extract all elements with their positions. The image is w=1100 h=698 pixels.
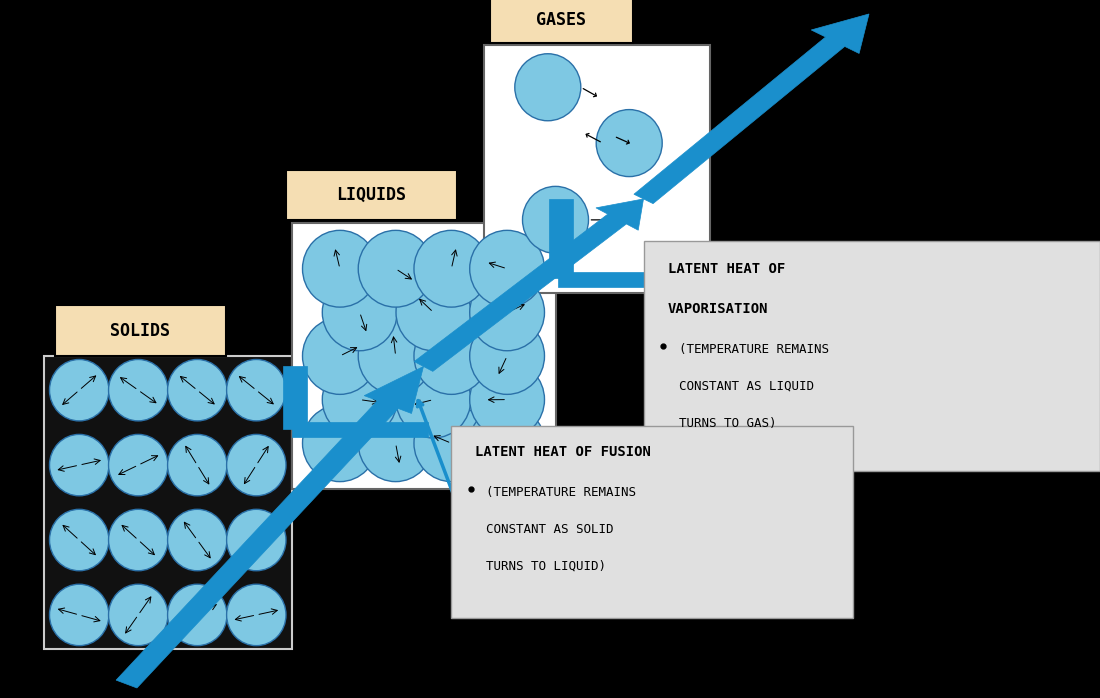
- Ellipse shape: [515, 54, 581, 121]
- Ellipse shape: [470, 405, 544, 482]
- Ellipse shape: [596, 110, 662, 177]
- FancyBboxPatch shape: [55, 305, 225, 356]
- Ellipse shape: [396, 362, 471, 438]
- Ellipse shape: [227, 359, 286, 421]
- Polygon shape: [415, 199, 644, 371]
- Ellipse shape: [414, 405, 488, 482]
- Ellipse shape: [50, 434, 109, 496]
- Ellipse shape: [50, 584, 109, 646]
- Polygon shape: [634, 14, 869, 204]
- Text: LATENT HEAT OF: LATENT HEAT OF: [668, 262, 785, 276]
- Text: CONSTANT AS LIQUID: CONSTANT AS LIQUID: [679, 380, 814, 393]
- Polygon shape: [283, 366, 307, 429]
- Text: VAPORISATION: VAPORISATION: [668, 302, 768, 316]
- Ellipse shape: [470, 274, 544, 350]
- Polygon shape: [549, 199, 573, 279]
- Text: LATENT HEAT OF FUSION: LATENT HEAT OF FUSION: [475, 445, 651, 459]
- Ellipse shape: [302, 318, 377, 394]
- Ellipse shape: [227, 510, 286, 571]
- Ellipse shape: [359, 405, 433, 482]
- FancyBboxPatch shape: [44, 356, 292, 649]
- Text: TURNS TO GAS): TURNS TO GAS): [679, 417, 777, 430]
- Text: SOLIDS: SOLIDS: [110, 322, 170, 339]
- Text: CONSTANT AS SOLID: CONSTANT AS SOLID: [486, 523, 614, 536]
- Ellipse shape: [414, 318, 488, 394]
- Polygon shape: [292, 422, 429, 437]
- Ellipse shape: [167, 584, 227, 646]
- Ellipse shape: [50, 510, 109, 571]
- Text: TURNS TO LIQUID): TURNS TO LIQUID): [486, 560, 606, 573]
- Ellipse shape: [227, 434, 286, 496]
- Ellipse shape: [302, 230, 377, 307]
- Ellipse shape: [470, 362, 544, 438]
- Text: (TEMPERATURE REMAINS: (TEMPERATURE REMAINS: [679, 343, 828, 356]
- Ellipse shape: [322, 274, 397, 350]
- FancyBboxPatch shape: [490, 0, 632, 43]
- Ellipse shape: [109, 510, 168, 571]
- Ellipse shape: [322, 362, 397, 438]
- Ellipse shape: [470, 230, 544, 307]
- Ellipse shape: [109, 359, 168, 421]
- Ellipse shape: [470, 318, 544, 394]
- Ellipse shape: [167, 434, 227, 496]
- Ellipse shape: [396, 274, 471, 350]
- Ellipse shape: [167, 510, 227, 571]
- Text: LIQUIDS: LIQUIDS: [337, 186, 406, 204]
- Text: GASES: GASES: [536, 11, 586, 29]
- Polygon shape: [117, 366, 424, 688]
- FancyBboxPatch shape: [644, 241, 1100, 471]
- Ellipse shape: [359, 230, 433, 307]
- FancyBboxPatch shape: [292, 223, 556, 489]
- Ellipse shape: [109, 434, 168, 496]
- FancyBboxPatch shape: [286, 170, 456, 220]
- Ellipse shape: [227, 584, 286, 646]
- Ellipse shape: [359, 318, 433, 394]
- Text: (TEMPERATURE REMAINS: (TEMPERATURE REMAINS: [486, 486, 636, 499]
- Ellipse shape: [522, 186, 588, 253]
- Ellipse shape: [50, 359, 109, 421]
- Ellipse shape: [414, 230, 488, 307]
- Ellipse shape: [109, 584, 168, 646]
- FancyBboxPatch shape: [484, 45, 710, 293]
- Ellipse shape: [302, 405, 377, 482]
- Ellipse shape: [167, 359, 227, 421]
- Polygon shape: [558, 272, 649, 287]
- FancyBboxPatch shape: [451, 426, 852, 618]
